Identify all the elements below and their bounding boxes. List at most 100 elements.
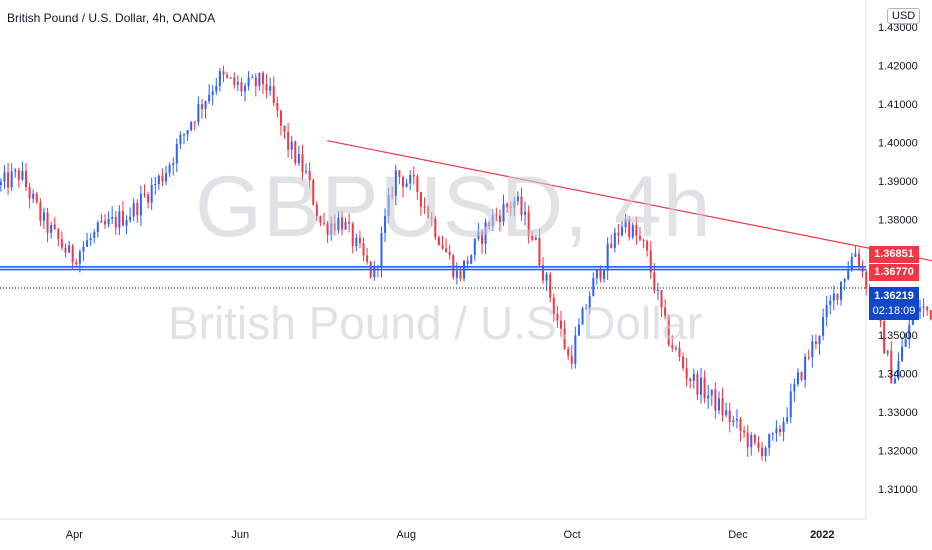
candle-body [290,141,293,150]
candle-body [326,223,329,235]
candle-body [337,217,340,231]
candle-body [800,372,803,380]
candle-body [897,361,900,379]
candle-body [581,308,584,325]
candle-body [832,293,835,301]
candle-body [104,220,107,225]
candle-body [865,271,868,289]
candle-body [739,418,742,431]
candle-body [778,428,781,433]
candle-body [71,245,74,263]
y-tick-label: 1.38000 [878,215,918,227]
candle-body [531,235,534,240]
candle-body [193,122,196,124]
candle-body [556,313,559,321]
candle-body [545,274,548,281]
candle-body [68,245,71,253]
candle-body [132,202,135,217]
candle-body [179,134,182,144]
candle-body [624,219,627,228]
candle-body [387,194,390,216]
candle-body [574,335,577,364]
candle-body [60,239,63,248]
candle-body [233,77,236,85]
candle-body [405,183,408,187]
candle-body [175,143,178,164]
candle-body [674,347,677,349]
candle-body [197,104,200,123]
chart-title: British Pound / U.S. Dollar, 4h, OANDA [7,11,216,25]
candle-body [190,122,193,131]
candle-body [746,432,749,448]
candle-body [82,246,85,252]
candle-body [631,224,634,238]
candle-body [714,389,717,411]
candle-body [707,395,710,399]
candle-body [667,315,670,345]
candle-body [638,235,641,240]
candle-body [333,223,336,231]
candle-body [534,237,537,240]
candle-body [114,216,117,228]
candle-body [577,324,580,336]
candle-body [46,212,49,233]
y-tick-label: 1.31000 [878,484,918,496]
candle-body [796,372,799,385]
candle-body [786,417,789,422]
candle-body [276,103,279,111]
candle-body [409,174,412,184]
candle-body [603,270,606,279]
candle-body [771,433,774,435]
candle-body [854,253,857,257]
candle-body [682,356,685,369]
candle-body [111,216,114,219]
trendline[interactable] [327,140,932,269]
candle-body [57,228,60,240]
candle-body [753,434,756,443]
candle-body [840,281,843,300]
candle-body [362,243,365,256]
candle-body [172,163,175,166]
y-tick-label: 1.43000 [878,22,918,34]
candle-body [416,176,419,193]
candle-body [592,278,595,297]
candle-body [261,72,264,85]
candle-body [10,171,13,188]
candle-body [922,306,925,308]
candle-body [893,378,896,384]
candle-body [538,237,541,266]
candle-body [50,224,53,233]
candle-body [617,232,620,235]
candle-body [437,237,440,245]
candle-body [473,238,476,256]
candle-body [121,211,124,226]
candle-body [129,216,132,221]
candle-body [491,214,494,227]
candle-body [664,307,667,316]
candle-body [646,240,649,251]
last-price-label: 1.36219 02:18:09 [869,287,919,320]
candle-body [125,220,128,226]
y-tick-label: 1.42000 [878,61,918,73]
candle-body [254,77,257,87]
currency-button[interactable]: USD [887,8,921,24]
y-tick-label: 1.35000 [878,330,918,342]
candle-body [814,341,817,345]
candle-body [384,215,387,233]
candle-body [743,430,746,433]
candle-body [735,418,738,421]
candle-body [53,224,56,229]
candle-body [412,174,415,177]
x-tick-label: Apr [66,529,83,541]
candle-body [430,217,433,219]
candle-body [847,270,850,280]
x-tick-label: Oct [564,529,581,541]
candle-body [269,86,272,91]
candle-body [301,154,304,173]
candle-body [559,320,562,329]
last-price-value: 1.36219 [874,290,914,302]
candle-body [186,130,189,135]
candle-body [692,373,695,381]
